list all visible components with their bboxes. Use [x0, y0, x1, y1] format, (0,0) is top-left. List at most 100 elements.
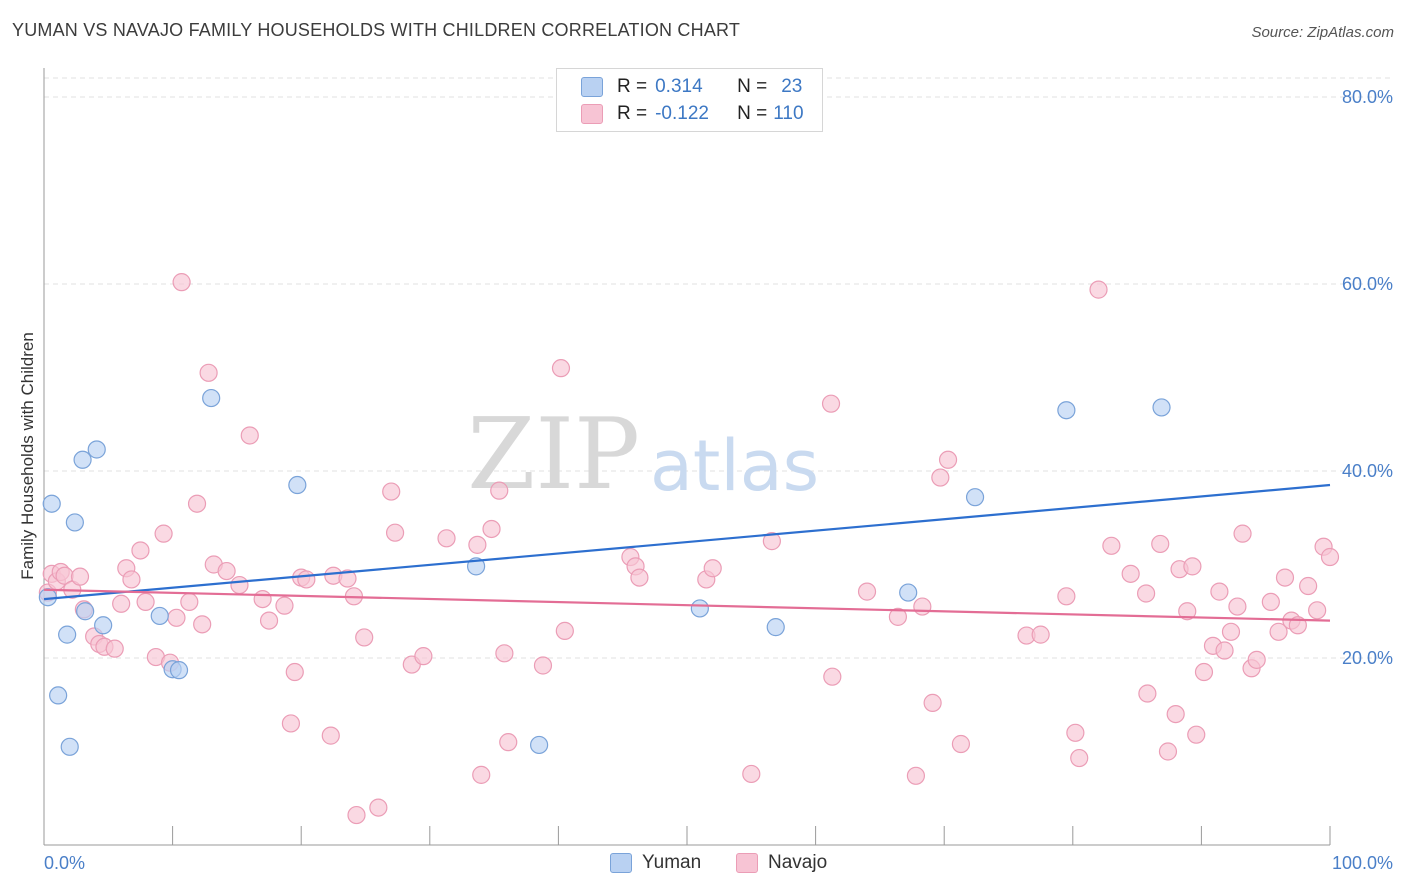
bottom-legend-yuman: Yuman	[610, 852, 701, 874]
navajo-point	[923, 693, 942, 712]
yuman-trend-line	[43, 483, 1331, 601]
navajo-point	[1187, 725, 1206, 744]
legend-row-navajo: R = -0.122 N = 110	[581, 101, 804, 127]
navajo-point	[414, 647, 433, 666]
navajo-point	[1215, 641, 1234, 660]
yuman-point	[169, 661, 189, 680]
navajo-point	[297, 570, 316, 589]
y-tick-labels: 20.0% 40.0% 60.0% 80.0%	[1342, 87, 1393, 668]
navajo-point	[1138, 684, 1157, 703]
yuman-point	[60, 737, 79, 756]
stats-legend: R = 0.314 N = 23 R = -0.122 N = 110	[556, 68, 823, 132]
navajo-point	[742, 764, 761, 784]
n-value: 23	[781, 76, 803, 97]
navajo-point	[1158, 742, 1178, 761]
yuman-point	[87, 440, 106, 459]
navajo-point	[131, 541, 150, 560]
navajo-swatch	[581, 104, 603, 124]
navajo-point	[1183, 557, 1202, 576]
navajo-point	[951, 734, 971, 754]
navajo-point	[105, 639, 124, 658]
watermark-atlas: atlas	[650, 425, 819, 507]
yuman-point	[65, 513, 84, 532]
navajo-point	[1102, 536, 1121, 555]
source-label: Source: ZipAtlas.com	[1251, 24, 1394, 41]
navajo-point	[1070, 748, 1089, 768]
r-value: 0.314	[655, 76, 703, 97]
y-tick-label: 80.0%	[1342, 87, 1393, 107]
navajo-point	[555, 621, 574, 640]
navajo-point	[1057, 587, 1076, 606]
navajo-point	[167, 608, 186, 627]
navajo-trend-line	[43, 588, 1331, 622]
r-label: R =	[617, 76, 648, 97]
yuman-point	[73, 450, 92, 469]
navajo-point	[1089, 280, 1108, 299]
yuman-point	[42, 494, 61, 513]
navajo-point	[199, 363, 218, 382]
yuman-point	[1152, 398, 1171, 417]
navajo-points	[38, 273, 1340, 825]
legend-label-yuman: Yuman	[642, 852, 702, 873]
navajo-point	[385, 523, 405, 542]
navajo-point	[472, 765, 491, 784]
n-label: N =	[737, 76, 768, 97]
yuman-point	[690, 599, 709, 618]
navajo-swatch	[736, 853, 758, 873]
y-axis-label: Family Households with Children	[18, 332, 37, 580]
navajo-point	[1269, 622, 1288, 641]
yuman-point	[76, 602, 95, 621]
navajo-point	[931, 468, 950, 487]
axes	[43, 68, 1331, 846]
navajo-point	[533, 656, 553, 675]
navajo-point	[938, 450, 958, 469]
x-tick-labels: 0.0% 100.0%	[44, 853, 1393, 873]
navajo-point	[1320, 547, 1340, 567]
navajo-point	[821, 394, 841, 413]
navajo-point	[259, 611, 279, 630]
yuman-point	[288, 475, 307, 495]
yuman-point	[58, 625, 77, 644]
navajo-point	[703, 559, 722, 578]
navajo-point	[1178, 602, 1197, 621]
navajo-point	[1066, 723, 1085, 742]
navajo-point	[275, 596, 294, 615]
navajo-point	[499, 733, 518, 752]
navajo-point	[482, 519, 501, 539]
navajo-point	[490, 481, 509, 500]
navajo-point	[321, 726, 340, 745]
y-tick-label: 60.0%	[1342, 274, 1393, 294]
navajo-point	[468, 535, 487, 554]
navajo-point	[193, 615, 212, 634]
yuman-point	[530, 735, 549, 755]
navajo-point	[1210, 582, 1229, 601]
navajo-point	[70, 567, 90, 586]
yuman-point	[1057, 401, 1076, 420]
navajo-point	[347, 805, 366, 825]
navajo-point	[1308, 601, 1327, 620]
yuman-point	[766, 618, 785, 637]
navajo-point	[382, 482, 401, 501]
navajo-point	[285, 662, 304, 682]
navajo-point	[1121, 564, 1140, 583]
navajo-point	[1031, 625, 1050, 644]
navajo-point	[1151, 534, 1170, 554]
navajo-point	[857, 582, 877, 601]
n-value: 110	[773, 103, 804, 124]
navajo-point	[172, 273, 191, 292]
navajo-point	[355, 628, 374, 647]
navajo-point	[1228, 597, 1247, 616]
navajo-point	[1247, 650, 1266, 669]
navajo-point	[230, 575, 249, 595]
navajo-point	[338, 569, 357, 588]
navajo-point	[1194, 662, 1214, 682]
yuman-point	[94, 616, 113, 635]
navajo-point	[1299, 576, 1318, 596]
chart-title: YUMAN VS NAVAJO FAMILY HOUSEHOLDS WITH C…	[12, 20, 741, 40]
navajo-point	[823, 667, 842, 686]
navajo-point	[187, 494, 207, 513]
navajo-point	[906, 766, 926, 785]
navajo-point	[1275, 568, 1295, 587]
watermark: ZIP atlas	[467, 398, 819, 512]
